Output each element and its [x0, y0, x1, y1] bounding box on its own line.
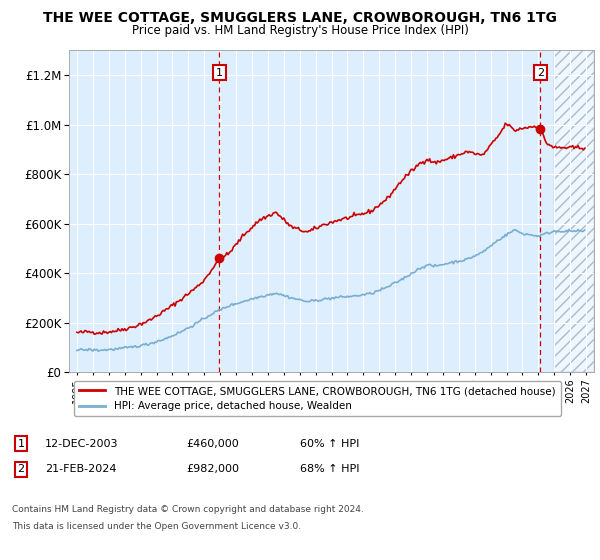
Legend: THE WEE COTTAGE, SMUGGLERS LANE, CROWBOROUGH, TN6 1TG (detached house), HPI: Ave: THE WEE COTTAGE, SMUGGLERS LANE, CROWBOR…: [74, 381, 560, 417]
Text: 60% ↑ HPI: 60% ↑ HPI: [300, 438, 359, 449]
Text: 68% ↑ HPI: 68% ↑ HPI: [300, 464, 359, 474]
Text: 2: 2: [536, 68, 544, 78]
Text: £460,000: £460,000: [186, 438, 239, 449]
Text: 12-DEC-2003: 12-DEC-2003: [45, 438, 119, 449]
Text: This data is licensed under the Open Government Licence v3.0.: This data is licensed under the Open Gov…: [12, 522, 301, 531]
Text: 1: 1: [17, 438, 25, 449]
Text: 2: 2: [17, 464, 25, 474]
Text: Contains HM Land Registry data © Crown copyright and database right 2024.: Contains HM Land Registry data © Crown c…: [12, 505, 364, 514]
Bar: [554, 50, 594, 372]
Bar: [554, 50, 594, 372]
Text: £982,000: £982,000: [186, 464, 239, 474]
Text: THE WEE COTTAGE, SMUGGLERS LANE, CROWBOROUGH, TN6 1TG: THE WEE COTTAGE, SMUGGLERS LANE, CROWBOR…: [43, 11, 557, 25]
Text: 21-FEB-2024: 21-FEB-2024: [45, 464, 116, 474]
Text: 1: 1: [216, 68, 223, 78]
Text: Price paid vs. HM Land Registry's House Price Index (HPI): Price paid vs. HM Land Registry's House …: [131, 24, 469, 36]
